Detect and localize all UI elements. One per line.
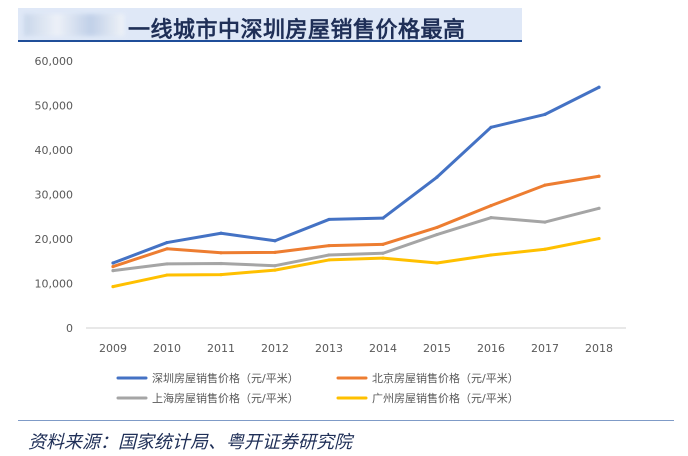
series-1-point [543, 112, 547, 116]
x-tick-label: 2016 [477, 342, 505, 355]
series-2-point [219, 251, 223, 255]
x-tick-label: 2018 [585, 342, 613, 355]
x-tick-label: 2011 [207, 342, 235, 355]
x-tick-label: 2012 [261, 342, 289, 355]
source-divider [18, 420, 674, 421]
series-4-point [219, 273, 223, 277]
series-2-point [381, 242, 385, 246]
series-4-point [273, 268, 277, 272]
series-3-point [111, 268, 115, 273]
series-3-point [219, 261, 223, 266]
series-1-point [597, 85, 601, 89]
x-tick-label: 2017 [531, 342, 559, 355]
series-3-point [489, 216, 493, 220]
series-4-point [165, 273, 169, 277]
series-2-point [489, 204, 493, 208]
series-3-point [327, 253, 331, 257]
series-1-point [165, 240, 169, 245]
series-4-point [543, 247, 547, 251]
x-tick-label: 2009 [99, 342, 127, 355]
series-1-point [111, 261, 115, 265]
series-1-point [327, 217, 331, 222]
source-text: 资料来源：国家统计局、粤开证券研究院 [28, 432, 352, 453]
series-4-point [489, 253, 493, 257]
series-1-point [489, 125, 493, 129]
x-tick-label: 2013 [315, 342, 343, 355]
legend-label-1: 深圳房屋销售价格（元/平米） [152, 371, 299, 385]
series-2-point [435, 225, 439, 230]
legend-label-4: 广州房屋销售价格（元/平米） [372, 391, 519, 405]
y-tick-label: 50,000 [35, 100, 74, 113]
series-line-2 [111, 174, 601, 269]
y-tick-label: 30,000 [35, 189, 74, 202]
y-tick-label: 60,000 [35, 55, 74, 68]
series-2-point [111, 264, 115, 269]
legend-label-3: 上海房屋销售价格（元/平米） [152, 391, 299, 405]
y-tick-label: 10,000 [35, 278, 74, 291]
blurred-title-prefix [24, 14, 124, 36]
series-4-point [111, 285, 115, 289]
series-2-point [597, 174, 601, 178]
x-tick-label: 2014 [369, 342, 397, 355]
series-1-point [219, 231, 223, 235]
series-3-point [381, 251, 385, 255]
series-2-point [543, 183, 547, 187]
series-line-3 [111, 206, 601, 273]
y-tick-label: 40,000 [35, 144, 74, 157]
series-1-point [381, 216, 385, 220]
series-3-point [543, 220, 547, 224]
x-tick-label: 2010 [153, 342, 181, 355]
y-tick-label: 20,000 [35, 233, 74, 246]
x-tick-label: 2015 [423, 342, 451, 355]
series-4-point [381, 256, 385, 260]
series-2-point [273, 250, 277, 254]
series-3-point [597, 206, 601, 210]
series-1-point [273, 239, 277, 243]
series-3-point [273, 264, 277, 268]
series-4-point [435, 261, 439, 265]
series-4-point [597, 236, 601, 241]
series-line-1 [111, 85, 601, 265]
series-4-point [327, 258, 331, 262]
legend-label-2: 北京房屋销售价格（元/平米） [372, 371, 519, 385]
series-1-point [435, 175, 439, 179]
series-3-point [435, 232, 439, 237]
series-line-4 [111, 237, 601, 289]
chart-title: 一线城市中深圳房屋销售价格最高 [128, 18, 466, 43]
series-2-point [165, 247, 169, 251]
y-tick-label: 0 [66, 322, 73, 335]
series-2-point [327, 244, 331, 248]
series-3-point [165, 262, 169, 266]
